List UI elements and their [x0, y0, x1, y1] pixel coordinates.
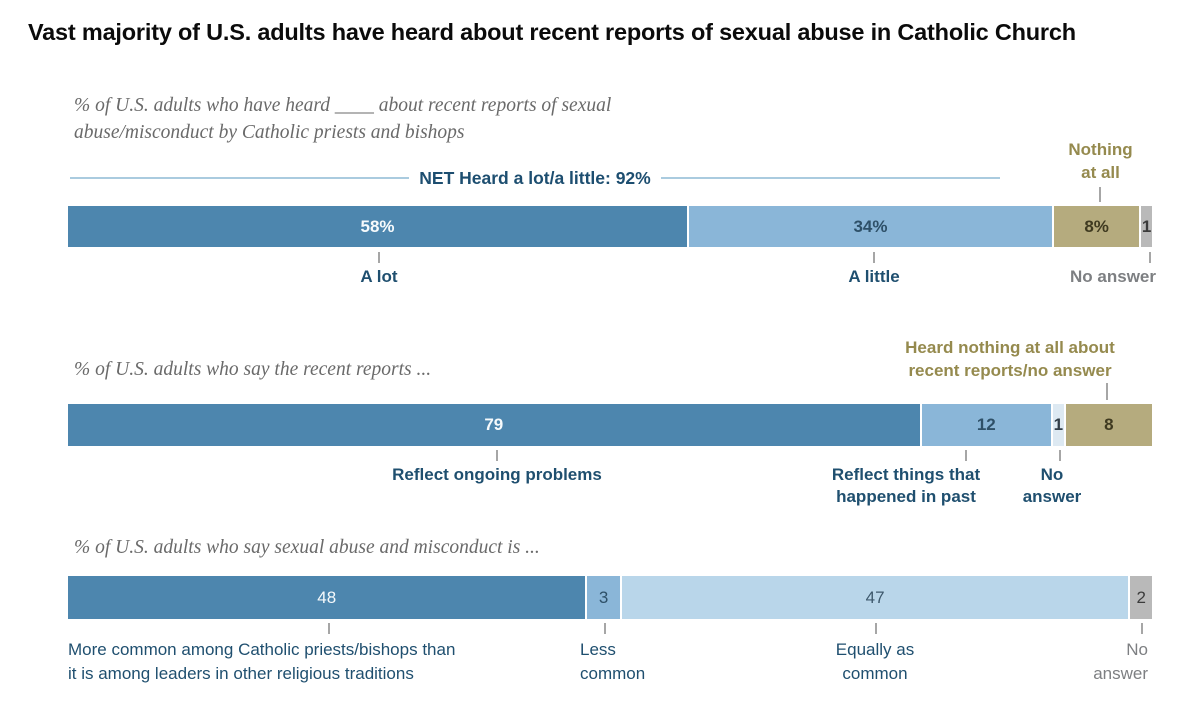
segment-a-lot: 58%	[68, 206, 688, 247]
category-label-no-answer: No answer	[1070, 267, 1156, 286]
chart1-subtitle-line1: % of U.S. adults who have heard ____ abo…	[74, 95, 612, 116]
tick	[604, 623, 606, 634]
value-label: 34%	[853, 216, 888, 236]
segment-happened-in-past: 12	[921, 404, 1051, 446]
tick	[1059, 450, 1061, 461]
segment-no-answer: 1	[1052, 404, 1064, 446]
chart2-recent-reports: Heard nothing at all about recent report…	[68, 338, 1152, 534]
category-label-more-common: More common among Catholic priests/bisho…	[68, 638, 548, 686]
net-annotation: NET Heard a lot/a little: 92%	[419, 167, 651, 188]
category-label-a-lot: A lot	[360, 267, 398, 286]
value-label: 47	[865, 587, 885, 607]
tick	[873, 252, 875, 263]
chart2-heard-nothing-annotation: Heard nothing at all about recent report…	[870, 336, 1150, 382]
tick	[875, 623, 877, 634]
chart1-heard-about-reports: Nothing at all NET Heard a lot/a little:…	[68, 140, 1156, 316]
chart1-nothing-at-all-annotation: Nothing at all	[1043, 138, 1158, 184]
annotation-tick	[1106, 383, 1108, 400]
value-label: 3	[598, 587, 609, 607]
category-label-no-answer: No answer	[1093, 640, 1148, 683]
chart2-subtitle: % of U.S. adults who say the recent repo…	[74, 359, 432, 380]
tick	[378, 252, 380, 263]
segment-no-answer: 2	[1130, 576, 1152, 619]
category-label-less-common: Less common	[580, 640, 646, 683]
value-label: 8	[1104, 415, 1114, 434]
segment-more-common: 48	[68, 576, 586, 619]
annotation-line: Heard nothing at all about	[905, 338, 1115, 357]
category-label-happened-in-past: Reflect things that happened in past	[831, 465, 981, 506]
tick	[965, 450, 967, 461]
chart3-subtitle: % of U.S. adults who say sexual abuse an…	[74, 537, 540, 558]
value-label: 58%	[360, 216, 395, 236]
tick	[1141, 623, 1143, 634]
net-annotation-row: NET Heard a lot/a little: 92%	[70, 167, 1001, 189]
category-label-no-answer: No answer	[1022, 465, 1082, 506]
segment-equally-common: 47	[621, 576, 1129, 619]
annotation-line: at all	[1081, 163, 1120, 182]
net-line-left	[70, 177, 410, 179]
chart-title: Vast majority of U.S. adults have heard …	[28, 19, 1076, 45]
tick	[1149, 252, 1151, 263]
value-label: 1	[1141, 216, 1152, 236]
chart1-subtitle: % of U.S. adults who have heard ____ abo…	[74, 92, 854, 146]
segment-no-answer: 1	[1141, 206, 1152, 247]
label-line: it is among leaders in other religious t…	[68, 664, 414, 683]
segment-ongoing-problems: 79	[68, 404, 920, 446]
value-label: 8%	[1084, 216, 1109, 236]
chart2-bar: 79 12 1 8	[68, 404, 1152, 446]
category-label-ongoing-problems: Reflect ongoing problems	[392, 465, 602, 484]
value-label: 2	[1136, 587, 1146, 607]
annotation-tick	[1099, 187, 1101, 202]
label-line: More common among Catholic priests/bisho…	[68, 640, 456, 659]
annotation-line: Nothing	[1068, 140, 1133, 159]
segment-a-little: 34%	[689, 206, 1052, 247]
category-label-a-little: A little	[848, 267, 900, 286]
segment-heard-nothing: 8	[1065, 404, 1152, 446]
value-label: 1	[1053, 415, 1064, 434]
chart1-subtitle-line2: abuse/misconduct by Catholic priests and…	[74, 122, 465, 143]
value-label: 12	[976, 415, 996, 434]
annotation-line: recent reports/no answer	[908, 361, 1112, 380]
value-label: 79	[484, 415, 504, 434]
segment-nothing-at-all: 8%	[1053, 206, 1140, 247]
chart1-bar: 58% 34% 8% 1	[68, 206, 1152, 247]
chart3-abuse-misconduct: 48 3 47 2 More common among Catholic pri…	[68, 576, 1152, 696]
tick	[496, 450, 498, 461]
category-label-equally-common: Equally as common	[835, 640, 915, 683]
tick	[328, 623, 330, 634]
chart3-bar: 48 3 47 2	[68, 576, 1152, 619]
segment-less-common: 3	[587, 576, 620, 619]
value-label: 48	[317, 587, 337, 607]
net-line-right	[660, 177, 1001, 179]
